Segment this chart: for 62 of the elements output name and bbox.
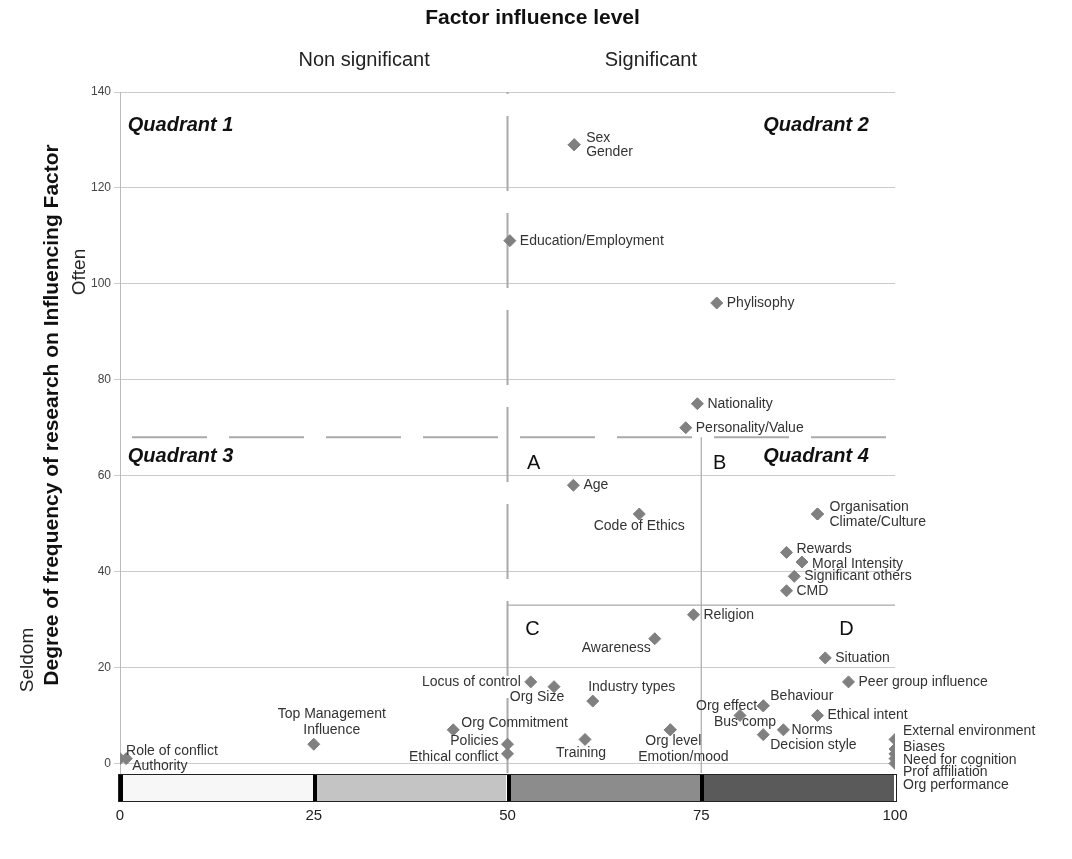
annotation: Org Size [509, 687, 565, 704]
y-tick-label: 40 [97, 563, 112, 578]
annotation: Gender [586, 142, 634, 159]
y-tick-label: 100 [90, 276, 112, 291]
annotation: Quadrant 2 [763, 113, 869, 136]
annotation: A [526, 451, 541, 474]
annotation: Nationality [707, 394, 773, 411]
y-tick-label: 120 [90, 180, 112, 195]
annotation: Situation [835, 648, 890, 665]
annotation: Authority [132, 757, 188, 774]
annotation: Emotion/mood [638, 747, 729, 764]
annotation: Quadrant 1 [127, 113, 234, 136]
annotation: Org level [645, 731, 702, 748]
y-tick-label: 20 [97, 659, 112, 674]
annotation: Peer group influence [858, 672, 988, 689]
annotation: Top Management Influence [277, 705, 386, 738]
y-axis-title: Degree of frequency of research on Influencing Factor [38, 144, 62, 686]
annotation: Industry types [588, 677, 676, 694]
annotation: Ethical conflict [409, 747, 499, 764]
annotation: Education/Employment [519, 231, 664, 248]
annotation: Personality/Value [695, 418, 804, 435]
annotation: Training [555, 744, 607, 761]
annotation: Org Commitment [461, 713, 568, 730]
annotation: Bus comp [713, 713, 777, 730]
annotation: Quadrant 3 [127, 443, 234, 466]
annotation: Code of Ethics [593, 516, 685, 533]
x-tick-label: 25 [305, 806, 323, 824]
text: Non significant [298, 47, 431, 70]
annotation: Phylisophy [726, 293, 795, 310]
annotation: Policies [450, 732, 499, 749]
annotation: Org performance [903, 776, 1010, 793]
annotation: Role of conflict [126, 742, 218, 759]
annotation: Norms [791, 720, 833, 737]
annotation: B [712, 451, 727, 474]
x-tick-label: 100 [882, 806, 908, 824]
chart-title: Factor influence level [425, 4, 640, 28]
annotation: Decision style [770, 736, 857, 753]
annotation: C [525, 616, 540, 639]
annotation: Religion [703, 605, 755, 622]
y-tick-label: 140 [90, 84, 112, 99]
annotation: Behaviour [770, 686, 834, 703]
y-tick-label: 80 [97, 372, 112, 387]
annotation: Org effect [696, 696, 758, 713]
y-tick-label: 60 [97, 467, 112, 482]
annotation: Rewards [796, 540, 852, 557]
y-tick-label: 0 [104, 755, 112, 770]
annotation: External environment [903, 722, 1036, 739]
annotation: Biases [903, 737, 946, 754]
annotation: Organisation [829, 497, 909, 514]
text: Significant [604, 47, 698, 70]
annotation: D [839, 616, 854, 639]
annotation: Ethical intent [827, 706, 908, 723]
annotation: Sex [586, 128, 611, 145]
annotation: Awareness [581, 638, 651, 655]
x-tick-label: 75 [692, 806, 710, 824]
annotation: Age [583, 476, 609, 493]
text: Seldom [16, 627, 38, 693]
text: Often [68, 248, 90, 296]
annotation: Quadrant 4 [763, 443, 869, 466]
annotation: Locus of control [421, 672, 521, 689]
x-tick-label: 0 [115, 806, 125, 824]
x-tick-label: 50 [499, 806, 516, 824]
